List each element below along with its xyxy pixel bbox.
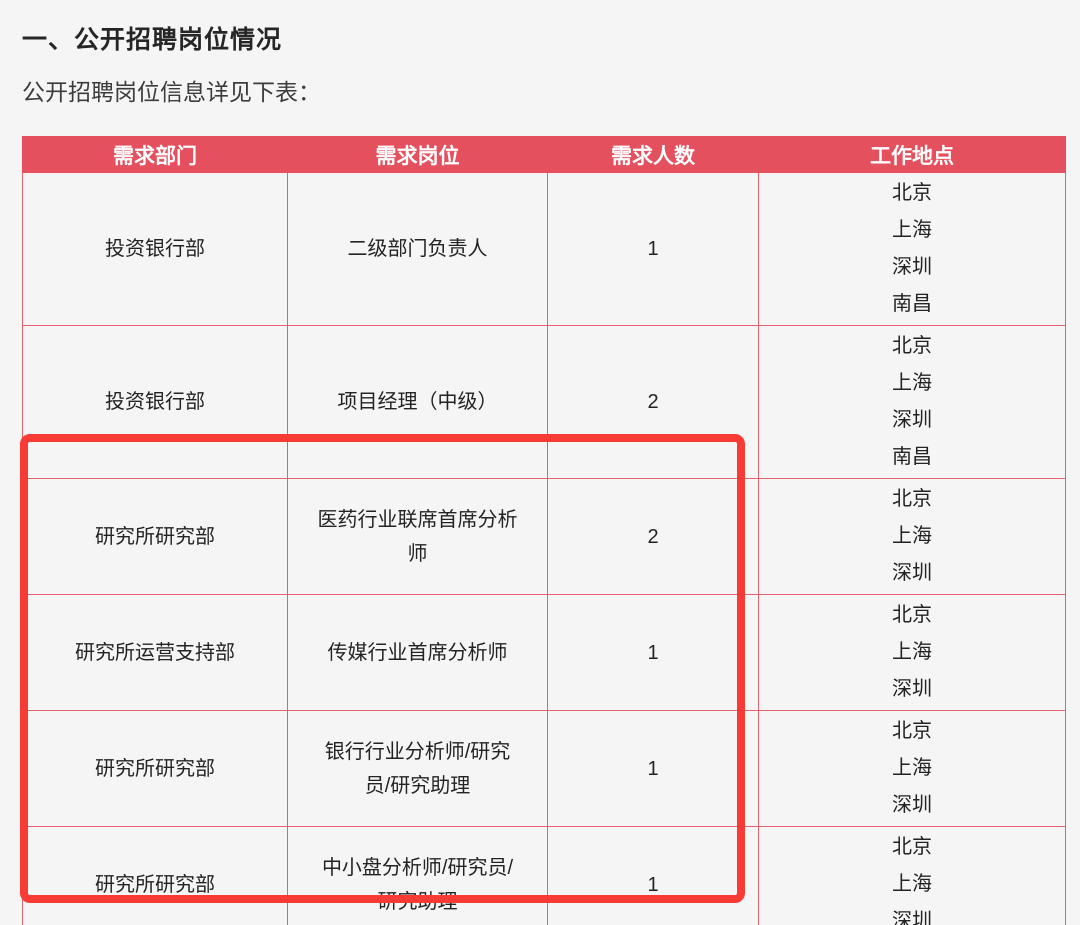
location-line: 北京 <box>892 720 932 742</box>
location-line: 上海 <box>892 873 932 895</box>
locations-cell: 北京 上海 深圳 <box>758 478 1066 595</box>
column-header-department: 需求部门 <box>22 136 288 173</box>
location-line: 深圳 <box>892 562 932 584</box>
position-cell: 医药行业联席首席分析师 <box>287 478 548 595</box>
department-cell: 投资银行部 <box>22 172 288 326</box>
location-line: 深圳 <box>892 409 932 431</box>
column-header-position: 需求岗位 <box>287 136 548 173</box>
table-row: 研究所研究部 银行行业分析师/研究员/研究助理 1 北京上海深圳 <box>22 710 1066 827</box>
locations-cell: 北京 上海 深圳 南昌 <box>758 325 1066 479</box>
column-header-location: 工作地点 <box>758 136 1066 173</box>
position-cell: 中小盘分析师/研究员/研究助理 <box>287 826 548 925</box>
position-cell: 二级部门负责人 <box>287 172 548 326</box>
section-heading: 一、公开招聘岗位情况 <box>22 26 283 54</box>
headcount-cell: 1 <box>547 710 759 827</box>
headcount-cell: 2 <box>547 478 759 595</box>
table-row: 研究所研究部 中小盘分析师/研究员/研究助理 1 北京上海深圳 <box>22 826 1066 925</box>
department-cell: 研究所研究部 <box>22 826 288 925</box>
department-cell: 投资银行部 <box>22 325 288 479</box>
locations-cell: 北京 上海 深圳 <box>758 710 1066 827</box>
location-line: 北京 <box>892 604 932 626</box>
headcount-cell: 2 <box>547 325 759 479</box>
locations-cell: 北京 上海 深圳 <box>758 594 1066 711</box>
department-cell: 研究所运营支持部 <box>22 594 288 711</box>
headcount-cell: 1 <box>547 826 759 925</box>
table-body: 投资银行部 二级部门负责人 1 北京 上海 深圳 南昌 投资银行部 项目经理（中级） … <box>22 172 1066 925</box>
intro-text: 公开招聘岗位信息详见下表： <box>22 79 321 105</box>
headcount-cell: 1 <box>547 594 759 711</box>
location-line: 深圳 <box>892 256 932 278</box>
location-line: 上海 <box>892 219 932 241</box>
table-row: 投资银行部 二级部门负责人 1 北京上海深圳南昌 <box>22 172 1066 326</box>
position-cell: 银行行业分析师/研究员/研究助理 <box>287 710 548 827</box>
location-line: 上海 <box>892 525 932 547</box>
location-line: 北京 <box>892 488 932 510</box>
location-line: 北京 <box>892 182 932 204</box>
location-line: 上海 <box>892 757 932 779</box>
location-line: 北京 <box>892 836 932 858</box>
location-line: 南昌 <box>892 446 932 468</box>
location-line: 上海 <box>892 641 932 663</box>
headcount-cell: 1 <box>547 172 759 326</box>
location-line: 深圳 <box>892 678 932 700</box>
location-line: 北京 <box>892 335 932 357</box>
department-cell: 研究所研究部 <box>22 478 288 595</box>
recruitment-table: 需求部门 需求岗位 需求人数 工作地点 投资银行部 二级部门负责人 1 北京 上海… <box>22 136 1066 925</box>
department-cell: 研究所研究部 <box>22 710 288 827</box>
position-cell: 传媒行业首席分析师 <box>287 594 548 711</box>
table-row: 研究所运营支持部 传媒行业首席分析师 1 北京上海深圳 <box>22 594 1066 711</box>
location-line: 深圳 <box>892 794 932 816</box>
table-header-row: 需求部门 需求岗位 需求人数 工作地点 <box>22 136 1066 173</box>
position-cell: 项目经理（中级） <box>287 325 548 479</box>
table-row: 投资银行部 项目经理（中级） 2 北京上海深圳南昌 <box>22 325 1066 479</box>
location-line: 上海 <box>892 372 932 394</box>
table-row: 研究所研究部 医药行业联席首席分析师 2 北京上海深圳 <box>22 478 1066 595</box>
location-line: 深圳 <box>892 910 932 925</box>
location-line: 南昌 <box>892 293 932 315</box>
locations-cell: 北京 上海 深圳 南昌 <box>758 172 1066 326</box>
locations-cell: 北京 上海 深圳 <box>758 826 1066 925</box>
column-header-headcount: 需求人数 <box>547 136 759 173</box>
